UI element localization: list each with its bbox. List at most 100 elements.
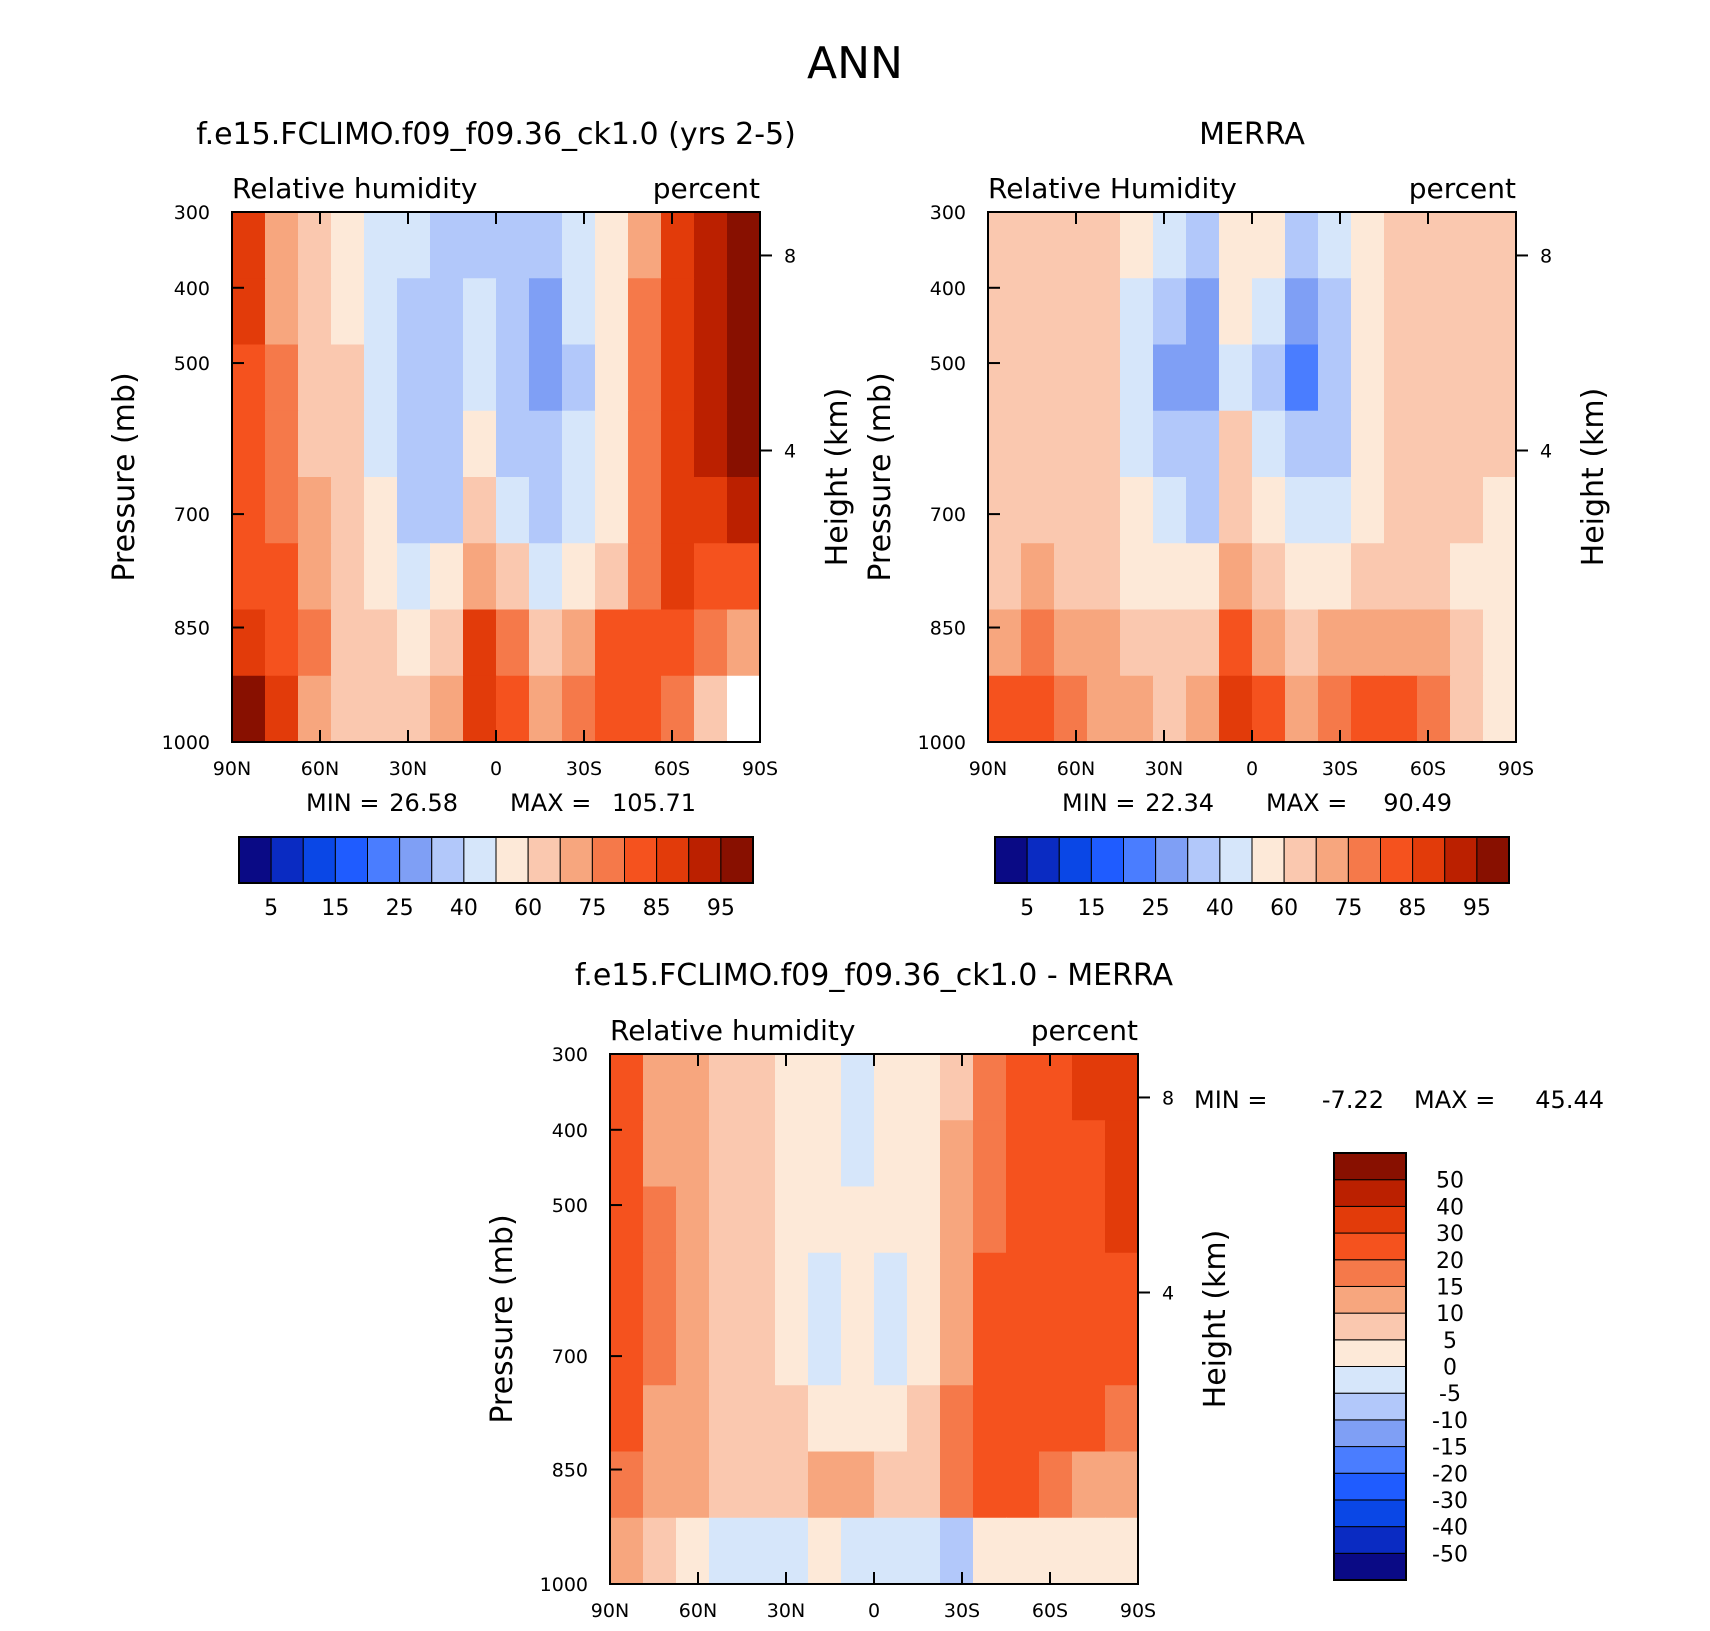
heatmap-cell xyxy=(727,212,761,279)
heatmap-cell xyxy=(1483,477,1517,544)
heatmap-cell xyxy=(1318,675,1352,743)
heatmap-cell xyxy=(1351,344,1385,412)
y-tick-label: 400 xyxy=(174,278,210,300)
heatmap-cell xyxy=(1120,543,1154,611)
page-title: ANN xyxy=(807,38,903,89)
heatmap-cell xyxy=(1120,278,1154,346)
heatmap-cell xyxy=(610,1120,644,1188)
heatmap-cell xyxy=(1054,675,1088,743)
heatmap-cell xyxy=(808,1186,842,1254)
heatmap-cell xyxy=(1039,1120,1073,1188)
min-label: MIN = xyxy=(306,789,379,817)
max-value: 45.44 xyxy=(1535,1086,1604,1114)
heatmap-cell xyxy=(874,1517,908,1585)
heatmap-cell xyxy=(331,410,365,478)
colorbar-swatch xyxy=(1333,1205,1407,1234)
min-label: MIN = xyxy=(1062,789,1135,817)
heatmap-cell xyxy=(1285,278,1319,346)
heatmap-cell xyxy=(496,675,530,743)
heatmap-cell xyxy=(430,344,464,412)
heatmap-cell xyxy=(397,410,431,478)
heatmap-cell xyxy=(298,543,332,611)
heatmap-cell xyxy=(694,344,728,412)
colorbar-swatch xyxy=(559,836,593,884)
heatmap-cell xyxy=(1021,212,1055,279)
colorbar-swatch xyxy=(1333,1259,1407,1287)
x-tick-label: 30N xyxy=(1145,758,1183,780)
heatmap-cell xyxy=(1417,675,1451,743)
y-tick-label: 850 xyxy=(174,618,210,640)
heatmap-cell xyxy=(709,1120,743,1188)
heatmap-cell xyxy=(232,543,266,611)
colorbar-label: 40 xyxy=(1206,896,1234,921)
y-tick-label: 700 xyxy=(552,1346,588,1368)
heatmap-cell xyxy=(643,1451,677,1519)
max-label: MAX = xyxy=(510,789,591,817)
heatmap-cell xyxy=(463,543,497,611)
heatmap-cell xyxy=(661,609,695,677)
heatmap-cell xyxy=(1120,675,1154,743)
heatmap-cell xyxy=(610,1451,644,1519)
heatmap-cell xyxy=(1006,1385,1040,1453)
heatmap-cell xyxy=(628,278,662,346)
colorbar-swatch xyxy=(1333,1392,1407,1421)
heatmap-cell xyxy=(988,675,1022,743)
colorbar-label: 75 xyxy=(578,896,606,921)
heatmap-cell xyxy=(1483,543,1517,611)
heatmap-cell xyxy=(1072,1252,1106,1320)
colorbar-frame xyxy=(1333,1152,1407,1581)
colorbar-label: 30 xyxy=(1436,1222,1464,1247)
heatmap-cell xyxy=(265,543,299,611)
heatmap-cell xyxy=(1006,1054,1040,1121)
heatmap-cell xyxy=(727,410,761,478)
heatmap-cell xyxy=(562,410,596,478)
heatmap-cell xyxy=(1285,609,1319,677)
heatmap-cell xyxy=(709,1186,743,1254)
heatmap-cell xyxy=(562,609,596,677)
heatmap-cell xyxy=(364,675,398,743)
heatmap-cell xyxy=(1384,212,1418,279)
colorbar-swatch xyxy=(527,836,561,884)
heatmap-cell xyxy=(628,675,662,743)
heatmap-cell xyxy=(874,1054,908,1121)
colorbar-label: 75 xyxy=(1334,896,1362,921)
heatmap-cell xyxy=(298,675,332,743)
heatmap-cell xyxy=(463,410,497,478)
heatmap-cell xyxy=(562,543,596,611)
heatmap-cell xyxy=(397,344,431,412)
colorbar-frame xyxy=(994,836,1510,884)
heatmap-cell xyxy=(742,1517,776,1585)
colorbar-swatch xyxy=(367,836,401,884)
colorbar-swatch xyxy=(238,836,272,884)
heatmap-cell xyxy=(1153,344,1187,412)
heatmap-cell xyxy=(709,1517,743,1585)
colorbar-swatch xyxy=(1333,1285,1407,1314)
heatmap-cell xyxy=(643,1120,677,1188)
colorbar-swatch xyxy=(1058,836,1092,884)
heatmap-cell xyxy=(1219,609,1253,677)
units-label: percent xyxy=(653,172,760,205)
heatmap-cell xyxy=(463,344,497,412)
heatmap-cell xyxy=(496,609,530,677)
heatmap-cell xyxy=(694,675,728,743)
units-label: percent xyxy=(1409,172,1516,205)
y2-tick-label: 8 xyxy=(1540,245,1552,267)
colorbar-swatch xyxy=(1380,836,1414,884)
colorbar-label: 60 xyxy=(1270,896,1298,921)
heatmap-cell xyxy=(364,344,398,412)
heatmap-cell xyxy=(1087,344,1121,412)
colorbar-label: 15 xyxy=(1077,896,1105,921)
heatmap-cell xyxy=(808,1385,842,1453)
heatmap-cell xyxy=(1021,543,1055,611)
max-label: MAX = xyxy=(1266,789,1347,817)
colorbar-label: 25 xyxy=(386,896,414,921)
heatmap-cell xyxy=(841,1186,875,1254)
x-tick-label: 60N xyxy=(1057,758,1095,780)
heatmap-cell xyxy=(1318,543,1352,611)
y-tick-label: 400 xyxy=(930,278,966,300)
y2-tick-label: 8 xyxy=(1162,1087,1174,1109)
heatmap-cell xyxy=(595,212,629,279)
colorbar-swatch xyxy=(1155,836,1189,884)
heatmap-cell xyxy=(364,278,398,346)
x-tick-label: 90N xyxy=(591,1600,629,1622)
